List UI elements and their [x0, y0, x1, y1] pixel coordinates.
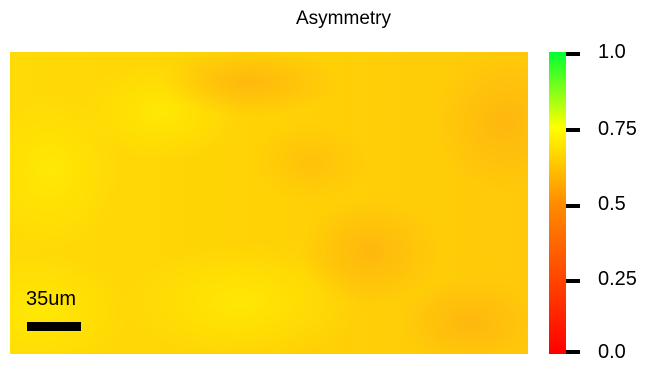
- colorbar-tick-1-0: [566, 52, 580, 56]
- colorbar-tick-label-1-0: 1.0: [598, 41, 626, 63]
- colorbar-tick-0-0: [566, 350, 580, 354]
- scale-bar: [27, 322, 81, 331]
- colorbar-tick-0-5: [566, 204, 580, 208]
- colorbar-tick-0-25: [566, 279, 580, 283]
- asymmetry-map: [10, 52, 528, 354]
- map-title: Asymmetry: [296, 8, 391, 29]
- asymmetry-map-image: [10, 52, 528, 354]
- colorbar-tick-label-0-0: 0.0: [598, 341, 626, 363]
- colorbar-tick-label-0-25: 0.25: [598, 268, 637, 290]
- colorbar-tick-label-0-75: 0.75: [598, 118, 637, 140]
- colorbar-gradient: [549, 52, 566, 354]
- colorbar-tick-0-75: [566, 128, 580, 132]
- colorbar-tick-label-0-5: 0.5: [598, 193, 626, 215]
- colorbar: [549, 52, 566, 354]
- scale-bar-label: 35um: [26, 288, 77, 310]
